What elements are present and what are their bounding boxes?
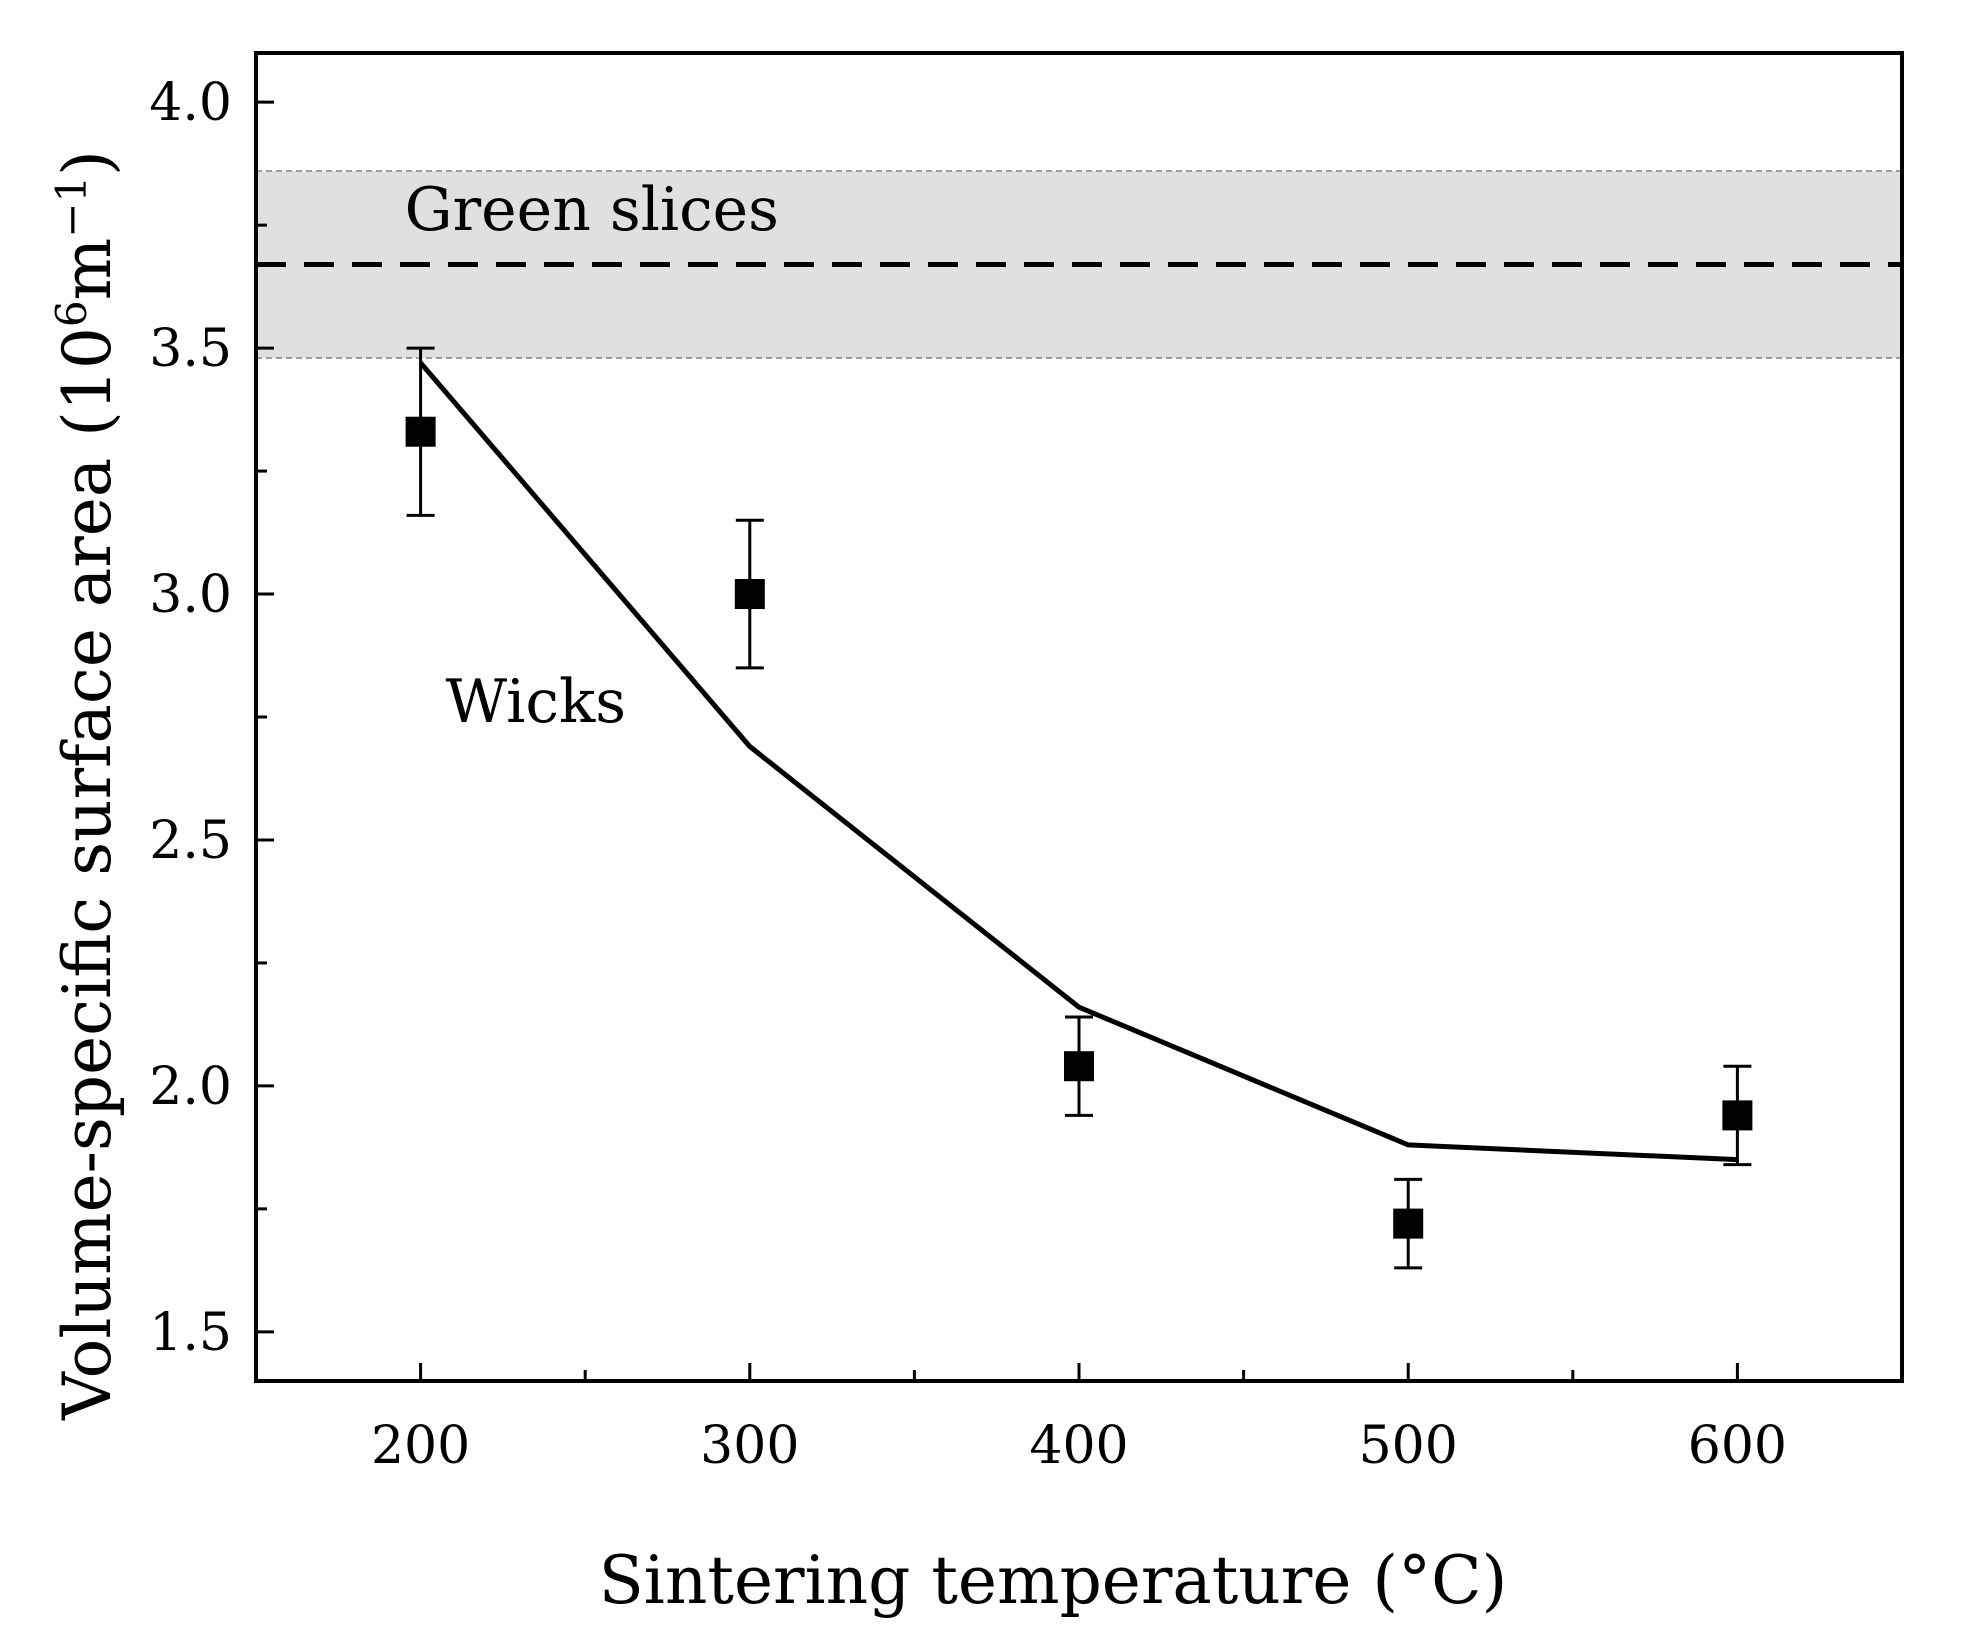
- y-tick-label: 1.5: [149, 1303, 232, 1363]
- x-tick-label: 200: [371, 1416, 470, 1476]
- y-tick-label: 3.0: [149, 565, 232, 625]
- data-point: [1722, 1100, 1753, 1131]
- wicks-label: Wicks: [446, 667, 627, 737]
- x-tick-label: 500: [1359, 1416, 1458, 1476]
- plot-layer: [405, 346, 1753, 1270]
- x-tick-label: 400: [1029, 1416, 1128, 1476]
- data-point: [734, 579, 765, 610]
- tick-label-layer: 200 300 400 500 600 1.5 2.0 2.5 3.0 3.5 4.0: [149, 73, 1787, 1476]
- model-line: [418, 361, 1738, 1163]
- data-point: [405, 416, 436, 447]
- y-axis-title-exp1: 6: [47, 300, 96, 327]
- y-axis-title-suffix: ): [49, 150, 126, 176]
- y-tick-label: 2.5: [149, 811, 232, 871]
- y-axis-title: Volume-specific surface area (106m−1): [47, 150, 126, 1421]
- y-axis-title-mid: m: [49, 238, 126, 301]
- y-tick-label: 2.0: [149, 1057, 232, 1117]
- y-axis-title-exp2: −1: [47, 176, 96, 238]
- green-slices-band-layer: [256, 170, 1902, 359]
- tick-layer: [256, 100, 1739, 1381]
- y-tick-label: 4.0: [149, 73, 232, 133]
- x-axis-title: Sintering temperature (°C): [599, 1542, 1508, 1619]
- green-slices-label: Green slices: [405, 175, 779, 245]
- data-point: [1393, 1208, 1424, 1239]
- annotation-layer: Green slices Wicks: [405, 175, 779, 737]
- y-axis-title-prefix: Volume-specific surface area (10: [49, 327, 126, 1421]
- x-tick-label: 600: [1688, 1416, 1787, 1476]
- x-tick-label: 300: [700, 1416, 799, 1476]
- data-point: [1064, 1051, 1094, 1082]
- y-tick-label: 3.5: [149, 319, 232, 379]
